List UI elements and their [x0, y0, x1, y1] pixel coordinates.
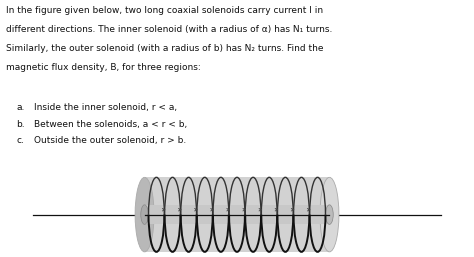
- FancyBboxPatch shape: [145, 205, 329, 224]
- Ellipse shape: [141, 205, 148, 224]
- Text: Inside the inner solenoid, r < a,: Inside the inner solenoid, r < a,: [34, 103, 177, 112]
- Text: c.: c.: [17, 136, 25, 145]
- Ellipse shape: [326, 205, 333, 224]
- Text: a.: a.: [17, 103, 25, 112]
- Ellipse shape: [320, 177, 339, 252]
- Text: In the figure given below, two long coaxial solenoids carry current I in: In the figure given below, two long coax…: [6, 6, 323, 15]
- Text: b.: b.: [17, 120, 25, 128]
- Ellipse shape: [135, 177, 154, 252]
- Text: Similarly, the outer solenoid (with a radius of b) has N₂ turns. Find the: Similarly, the outer solenoid (with a ra…: [6, 44, 324, 53]
- Text: different directions. The inner solenoid (with a radius of α) has N₁ turns.: different directions. The inner solenoid…: [6, 25, 333, 34]
- Text: Outside the outer solenoid, r > b.: Outside the outer solenoid, r > b.: [34, 136, 186, 145]
- Text: magnetic flux density, B, for three regions:: magnetic flux density, B, for three regi…: [6, 63, 201, 72]
- FancyBboxPatch shape: [145, 177, 329, 252]
- Text: Between the solenoids, a < r < b,: Between the solenoids, a < r < b,: [34, 120, 187, 128]
